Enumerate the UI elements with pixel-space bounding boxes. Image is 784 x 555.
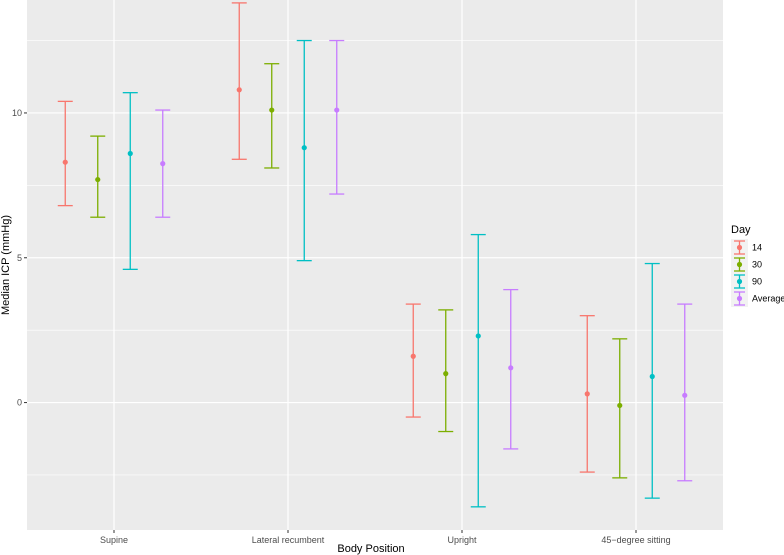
- x-tick-label: Lateral recumbent: [252, 535, 325, 545]
- median-point: [617, 402, 623, 409]
- median-point: [649, 373, 655, 380]
- major-gridlines: [27, 0, 723, 530]
- median-point: [62, 159, 68, 165]
- legend-label: 14: [752, 243, 762, 253]
- legend-label: 90: [752, 277, 762, 287]
- median-point: [127, 150, 133, 157]
- legend-item-90: 90: [731, 273, 762, 290]
- legend-title: Day: [731, 224, 751, 236]
- series-14: [57, 2, 595, 473]
- x-tick-label: 45−degree sitting: [601, 535, 670, 545]
- median-point: [269, 107, 275, 113]
- legend-item-14: 14: [731, 239, 762, 256]
- median-point: [682, 392, 688, 398]
- median-point: [410, 353, 416, 359]
- legend: Day 14 30 90 Average: [731, 224, 784, 307]
- legend-item-30: 30: [731, 256, 762, 273]
- legend-key-point: [736, 295, 743, 302]
- series-30: [90, 63, 628, 479]
- y-tick-label: 10: [12, 108, 22, 118]
- legend-item-average: Average: [731, 290, 784, 307]
- x-tick-label: Supine: [100, 535, 128, 545]
- legend-label: Average: [752, 294, 784, 304]
- median-point: [443, 371, 449, 377]
- x-axis-title: Body Position: [337, 543, 404, 555]
- y-tick-label: 5: [17, 253, 22, 263]
- y-axis-title: Median ICP (mmHg): [0, 215, 12, 315]
- x-tick-label: Upright: [447, 535, 477, 545]
- series-layer: [57, 2, 693, 508]
- minor-gridlines: [27, 40, 723, 476]
- plot-panel: [27, 0, 723, 530]
- median-point: [334, 107, 340, 113]
- series-90: [122, 39, 660, 508]
- median-point: [475, 333, 481, 339]
- median-point: [160, 161, 166, 167]
- median-point: [95, 176, 101, 183]
- legend-key-point: [736, 278, 743, 285]
- y-axis: 0 5 10: [12, 108, 27, 408]
- y-tick-label: 0: [17, 398, 22, 408]
- x-axis: Supine Lateral recumbent Upright 45−degree …: [100, 530, 671, 545]
- median-point: [584, 391, 590, 397]
- legend-key-point: [736, 261, 743, 268]
- series-average: [155, 39, 693, 482]
- legend-key-point: [736, 244, 743, 251]
- median-point: [236, 87, 242, 93]
- median-point: [301, 145, 307, 151]
- median-point: [508, 365, 514, 371]
- legend-label: 30: [752, 260, 762, 270]
